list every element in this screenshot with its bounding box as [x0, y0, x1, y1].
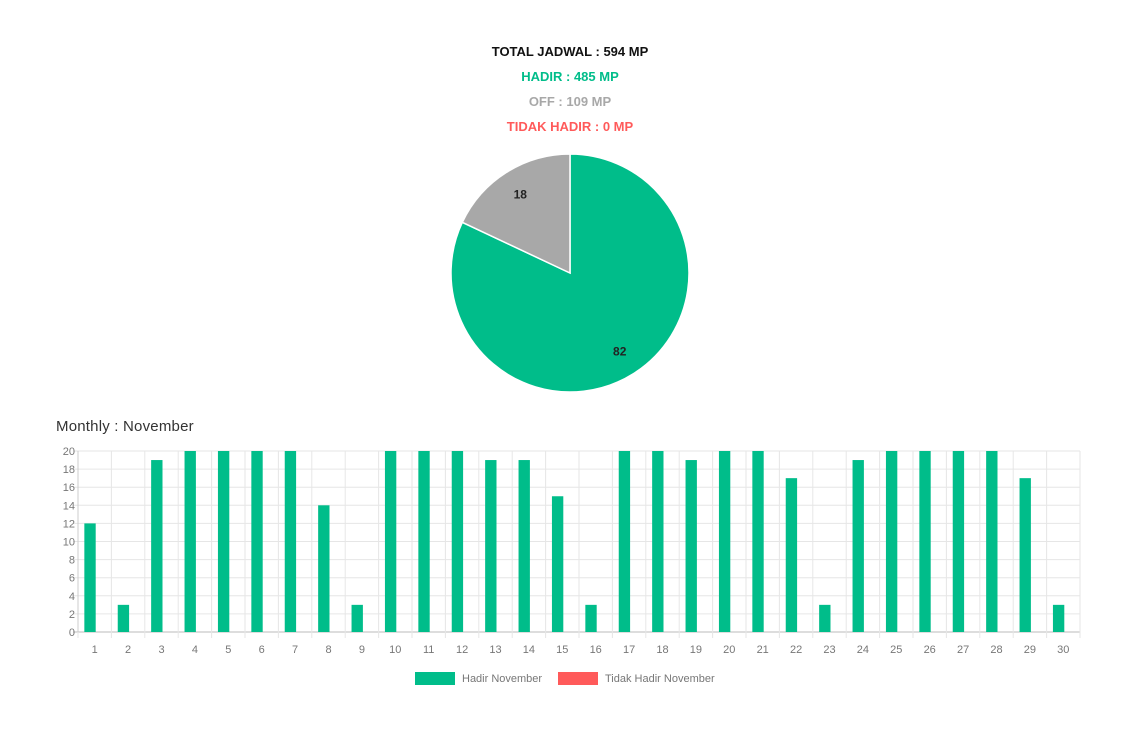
bar-hadir — [986, 451, 998, 632]
x-tick-label: 13 — [489, 644, 501, 656]
x-tick-label: 10 — [389, 644, 401, 656]
legend-label: Tidak Hadir November — [605, 673, 715, 685]
bar-hadir — [184, 451, 196, 632]
monthly-title: Monthly : November — [56, 418, 194, 435]
x-tick-label: 24 — [857, 644, 869, 656]
bar-hadir — [819, 604, 831, 632]
x-tick-label: 4 — [192, 644, 198, 656]
x-tick-label: 18 — [656, 644, 668, 656]
x-tick-label: 20 — [723, 644, 735, 656]
x-tick-label: 2 — [125, 644, 131, 656]
y-tick-label: 16 — [63, 482, 75, 494]
x-tick-label: 30 — [1057, 644, 1069, 656]
bar-hadir — [785, 478, 798, 632]
bar-hadir — [117, 604, 130, 632]
attendance-pie-chart: 82 18 — [450, 153, 690, 393]
bar-hadir — [351, 604, 363, 632]
x-tick-label: 15 — [556, 644, 568, 656]
bar-hadir — [217, 451, 230, 632]
y-tick-label: 18 — [63, 464, 75, 476]
x-tick-label: 9 — [359, 644, 365, 656]
bar-hadir — [151, 460, 163, 632]
y-tick-label: 14 — [63, 500, 75, 512]
y-tick-label: 2 — [69, 609, 75, 621]
bar-hadir — [652, 451, 664, 632]
x-tick-label: 28 — [990, 644, 1002, 656]
x-tick-label: 26 — [924, 644, 936, 656]
y-tick-label: 20 — [63, 446, 75, 458]
bar-hadir — [551, 496, 564, 632]
x-tick-label: 5 — [225, 644, 231, 656]
total-jadwal-label: TOTAL JADWAL : 594 MP — [491, 44, 649, 59]
x-tick-label: 22 — [790, 644, 802, 656]
x-tick-label: 3 — [158, 644, 164, 656]
bar-hadir — [852, 460, 864, 632]
bar-hadir — [585, 604, 597, 632]
x-tick-label: 14 — [523, 644, 535, 656]
legend-swatch — [558, 672, 598, 685]
pie-data-label: 18 — [514, 188, 528, 202]
y-tick-label: 6 — [69, 573, 75, 585]
x-tick-label: 8 — [325, 644, 331, 656]
x-tick-label: 1 — [92, 644, 98, 656]
bar-hadir — [718, 451, 731, 632]
bar-hadir — [1052, 604, 1065, 632]
x-tick-label: 21 — [757, 644, 769, 656]
bar-hadir — [618, 451, 631, 632]
bar-hadir — [418, 451, 430, 632]
legend-swatch — [415, 672, 455, 685]
bar-hadir — [952, 451, 965, 632]
y-tick-label: 0 — [69, 627, 75, 639]
x-tick-label: 23 — [823, 644, 835, 656]
x-tick-label: 27 — [957, 644, 969, 656]
y-tick-label: 12 — [63, 518, 75, 530]
bar-hadir — [84, 523, 96, 632]
y-tick-label: 8 — [69, 555, 75, 567]
x-tick-label: 29 — [1024, 644, 1036, 656]
tidak-hadir-label: TIDAK HADIR : 0 MP — [506, 119, 634, 134]
bar-hadir — [919, 451, 931, 632]
bar-hadir — [685, 460, 697, 632]
pie-slice-hadir — [450, 153, 690, 393]
off-label: OFF : 109 MP — [528, 94, 612, 109]
bar-hadir — [251, 451, 263, 632]
legend-label: Hadir November — [462, 673, 542, 685]
x-tick-label: 25 — [890, 644, 902, 656]
hadir-label: HADIR : 485 MP — [521, 69, 619, 84]
x-tick-label: 6 — [259, 644, 265, 656]
x-tick-label: 16 — [590, 644, 602, 656]
bar-hadir — [885, 451, 898, 632]
x-tick-label: 17 — [623, 644, 635, 656]
bar-hadir — [1019, 478, 1031, 632]
bar-hadir — [384, 451, 397, 632]
pie-data-label: 82 — [613, 344, 627, 358]
bar-hadir — [318, 505, 330, 632]
bar-hadir — [485, 460, 497, 632]
bar-hadir — [284, 451, 297, 632]
bar-hadir — [451, 451, 464, 632]
x-tick-label: 12 — [456, 644, 468, 656]
y-tick-label: 10 — [63, 537, 75, 549]
x-tick-label: 7 — [292, 644, 298, 656]
bar-hadir — [752, 451, 764, 632]
pie-slice-off — [461, 153, 571, 275]
x-tick-label: 19 — [690, 644, 702, 656]
x-tick-label: 11 — [423, 644, 434, 656]
y-tick-label: 4 — [69, 591, 75, 603]
bar-hadir — [518, 460, 530, 632]
